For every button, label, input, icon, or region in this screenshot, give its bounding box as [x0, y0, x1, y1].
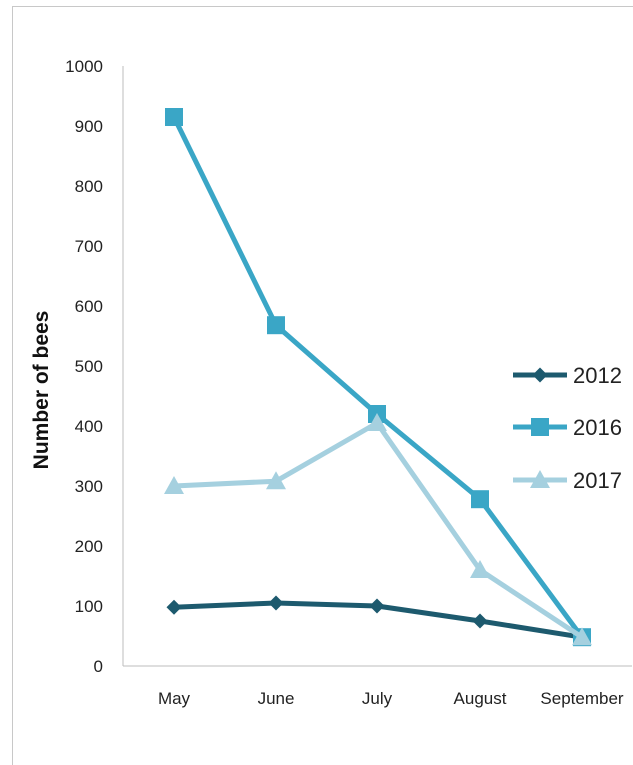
- y-tick-label: 400: [75, 417, 103, 436]
- x-tick-label: September: [540, 689, 623, 708]
- y-tick-label: 500: [75, 357, 103, 376]
- frame-top-border: [12, 6, 633, 7]
- data-point-2012: [166, 599, 182, 615]
- legend-marker-2016: [531, 418, 549, 436]
- legend-label-2012: 2012: [573, 363, 622, 388]
- y-tick-label: 300: [75, 477, 103, 496]
- legend-marker-2017: [530, 470, 550, 488]
- y-tick-label: 900: [75, 117, 103, 136]
- axes: 0 100 200 300 400 500 600 700 800 900 1000 May June J…: [65, 57, 632, 708]
- data-point-2017: [470, 560, 490, 578]
- legend: 2012 2016 2017: [513, 363, 622, 493]
- data-point-2017: [572, 627, 592, 646]
- data-point-2017: [164, 476, 184, 494]
- data-point-2017: [266, 471, 286, 490]
- y-tick-label: 800: [75, 177, 103, 196]
- data-point-2017: [367, 413, 387, 431]
- y-tick-label: 600: [75, 297, 103, 316]
- y-tick-label: 100: [75, 597, 103, 616]
- data-point-2016: [267, 316, 285, 335]
- series-2017: [164, 413, 592, 646]
- y-tick-label: 1000: [65, 57, 103, 76]
- legend-label-2017: 2017: [573, 468, 622, 493]
- x-tick-label: July: [362, 689, 393, 708]
- y-axis-label-group: Number of bees: [30, 311, 53, 470]
- data-point-2016: [165, 108, 183, 126]
- data-point-2012: [369, 598, 385, 614]
- data-point-2016: [471, 490, 489, 509]
- y-axis-label: Number of bees: [30, 311, 53, 470]
- y-tick-label: 200: [75, 537, 103, 556]
- x-tick-label: August: [454, 689, 507, 708]
- legend-marker-2012: [532, 367, 548, 383]
- series: [164, 108, 592, 647]
- x-tick-label: May: [158, 689, 191, 708]
- data-point-2012: [268, 595, 284, 611]
- data-point-2012: [472, 613, 488, 629]
- x-tick-label: June: [258, 689, 295, 708]
- legend-label-2016: 2016: [573, 415, 622, 440]
- y-tick-label: 0: [94, 657, 103, 676]
- y-tick-label: 700: [75, 237, 103, 256]
- frame-left-border: [12, 6, 13, 765]
